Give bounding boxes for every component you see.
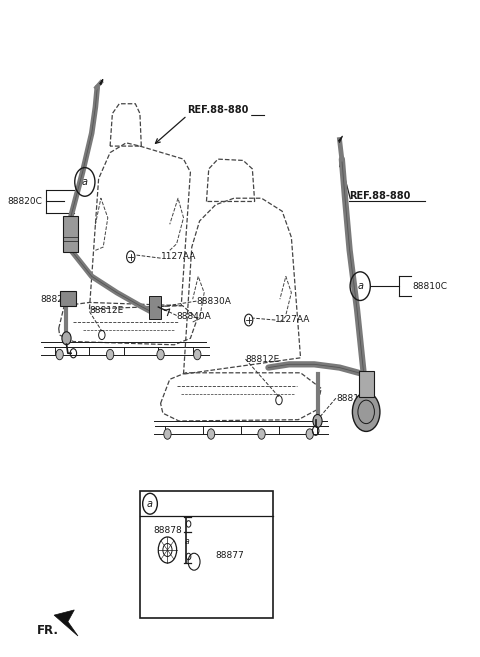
Text: 88877: 88877 xyxy=(216,551,244,560)
Text: a: a xyxy=(82,177,88,187)
Text: 88825: 88825 xyxy=(40,295,69,304)
Text: 88830A: 88830A xyxy=(196,297,231,306)
Circle shape xyxy=(306,429,313,440)
Text: a: a xyxy=(147,499,153,509)
Text: 88840A: 88840A xyxy=(177,311,211,321)
Bar xyxy=(140,491,273,618)
Text: 88820C: 88820C xyxy=(7,197,42,206)
Text: REF.88-880: REF.88-880 xyxy=(187,105,249,115)
Text: 88810C: 88810C xyxy=(412,282,447,290)
Text: 1127AA: 1127AA xyxy=(276,315,311,324)
Circle shape xyxy=(207,429,215,440)
Text: 88812E: 88812E xyxy=(245,355,280,363)
Circle shape xyxy=(258,429,265,440)
Bar xyxy=(60,291,76,306)
Bar xyxy=(63,215,78,252)
Circle shape xyxy=(193,350,201,360)
Text: a: a xyxy=(185,537,190,546)
Text: a: a xyxy=(357,281,363,291)
Circle shape xyxy=(352,392,380,432)
Circle shape xyxy=(56,350,63,360)
Text: 88878: 88878 xyxy=(154,526,182,535)
Bar xyxy=(359,371,373,397)
Polygon shape xyxy=(54,610,78,636)
Text: 88815: 88815 xyxy=(336,394,365,403)
Text: 88812E: 88812E xyxy=(89,306,124,315)
Text: 1127AA: 1127AA xyxy=(161,252,196,261)
Circle shape xyxy=(107,350,114,360)
Text: FR.: FR. xyxy=(36,623,59,637)
Circle shape xyxy=(164,429,171,440)
Bar xyxy=(149,296,161,319)
Circle shape xyxy=(313,415,322,428)
Text: REF.88-880: REF.88-880 xyxy=(349,191,410,201)
Circle shape xyxy=(62,332,71,345)
Circle shape xyxy=(157,350,164,360)
